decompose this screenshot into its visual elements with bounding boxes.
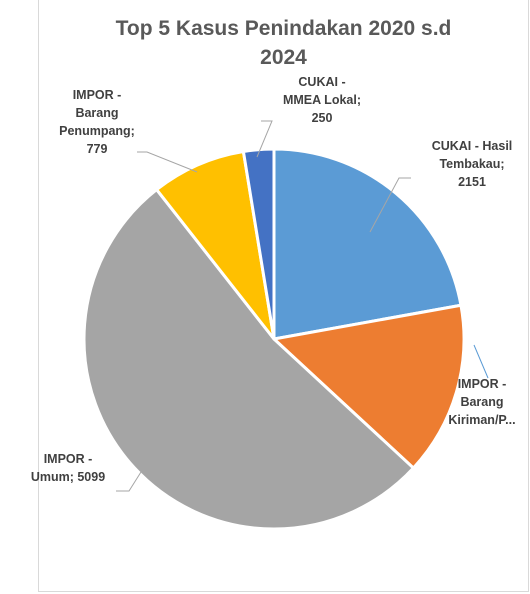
- data-label-line: Barang: [460, 395, 503, 409]
- slice-cukai-hasil-tembakau: [272, 147, 463, 341]
- leader-line: [473, 344, 489, 379]
- chart-title: Top 5 Kasus Penindakan 2020 s.d 2024: [38, 14, 529, 72]
- data-label: IMPOR - Umum; 5099: [31, 452, 105, 484]
- data-label-line: IMPOR -: [44, 452, 93, 466]
- data-label-line: Barang: [75, 106, 118, 120]
- data-label-line: IMPOR -: [458, 377, 507, 391]
- leader-line: [256, 120, 273, 158]
- data-label: IMPOR - Barang Penumpang; 779: [59, 88, 135, 156]
- data-label-line: CUKAI - Hasil: [432, 139, 513, 153]
- slice-cukai-mmea-lokal: [241, 147, 276, 341]
- data-label-line: Umum; 5099: [31, 470, 105, 484]
- leader-line: [116, 471, 142, 492]
- chart-title-line-2: 2024: [260, 46, 307, 69]
- data-label-line: CUKAI -: [298, 75, 345, 89]
- data-label-line: Tembakau;: [439, 157, 504, 171]
- data-label-line: Penumpang;: [59, 124, 135, 138]
- data-label: CUKAI - Hasil Tembakau; 2151: [432, 139, 513, 189]
- data-label-line: IMPOR -: [73, 88, 122, 102]
- data-label-line: Kiriman/P...: [448, 413, 515, 427]
- chart-title-line-1: Top 5 Kasus Penindakan 2020 s.d: [115, 17, 452, 40]
- data-label-line: 2151: [458, 175, 486, 189]
- data-label: IMPOR - Barang Kiriman/P...: [448, 377, 515, 427]
- slice-impor-umum: [82, 188, 415, 531]
- slice-impor-barang-penumpang: [155, 149, 276, 341]
- leader-line: [369, 177, 411, 233]
- slice-impor-barang-kiriman: [272, 303, 466, 470]
- data-label-line: MMEA Lokal;: [283, 93, 361, 107]
- leader-line: [137, 151, 198, 173]
- data-label: CUKAI - MMEA Lokal; 250: [283, 75, 361, 125]
- chart-frame: [38, 0, 529, 592]
- data-label-line: 250: [312, 111, 333, 125]
- data-label-line: 779: [87, 142, 108, 156]
